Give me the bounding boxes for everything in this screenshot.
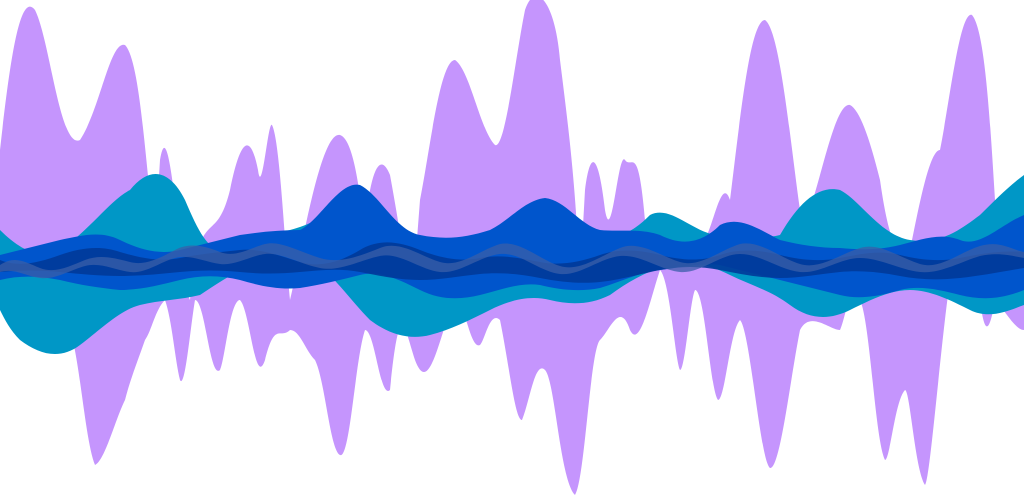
slate-wave-ribbon	[0, 243, 1024, 279]
